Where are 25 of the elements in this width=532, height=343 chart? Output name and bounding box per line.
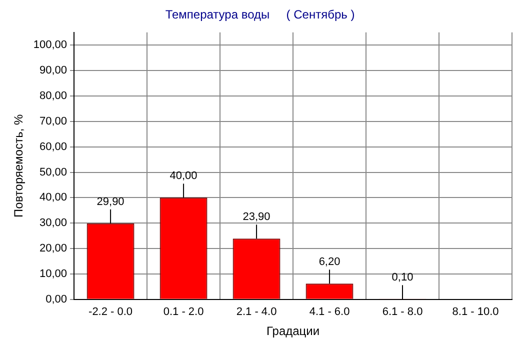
x-tick-label: 2.1 - 4.0 [236, 306, 277, 318]
x-axis-title: Градации [266, 324, 320, 338]
y-tick-label: 0,00 [46, 293, 68, 306]
x-tick-label: -2.2 - 0.0 [88, 306, 133, 318]
data-label: 23,90 [242, 211, 270, 224]
data-label: 29,90 [96, 196, 124, 208]
y-tick-label: 90,00 [40, 64, 68, 77]
y-tick-label: 30,00 [40, 217, 68, 230]
x-tick-label: 0.1 - 2.0 [163, 306, 204, 318]
x-tick-label: 8.1 - 10.0 [452, 306, 499, 318]
y-tick-label: 60,00 [40, 140, 68, 153]
y-tick-label: 40,00 [40, 192, 68, 204]
y-tick-label: 10,00 [40, 268, 68, 280]
data-label: 0,10 [392, 272, 414, 284]
data-label: 6,20 [318, 256, 340, 268]
y-tick-label: 20,00 [40, 242, 68, 255]
x-tick-label: 4.1 - 6.0 [309, 306, 350, 318]
chart-title: Температура воды ( Сентябрь ) [165, 8, 355, 22]
data-label: 40,00 [170, 170, 198, 182]
y-axis-title: Повторяемость, % [12, 114, 26, 218]
y-tick-label: 70,00 [40, 115, 68, 128]
y-tick-label: 100,00 [33, 39, 68, 52]
y-tick-label: 80,00 [40, 90, 68, 102]
y-tick-label: 50,00 [40, 166, 68, 178]
x-tick-label: 6.1 - 8.0 [382, 306, 423, 318]
